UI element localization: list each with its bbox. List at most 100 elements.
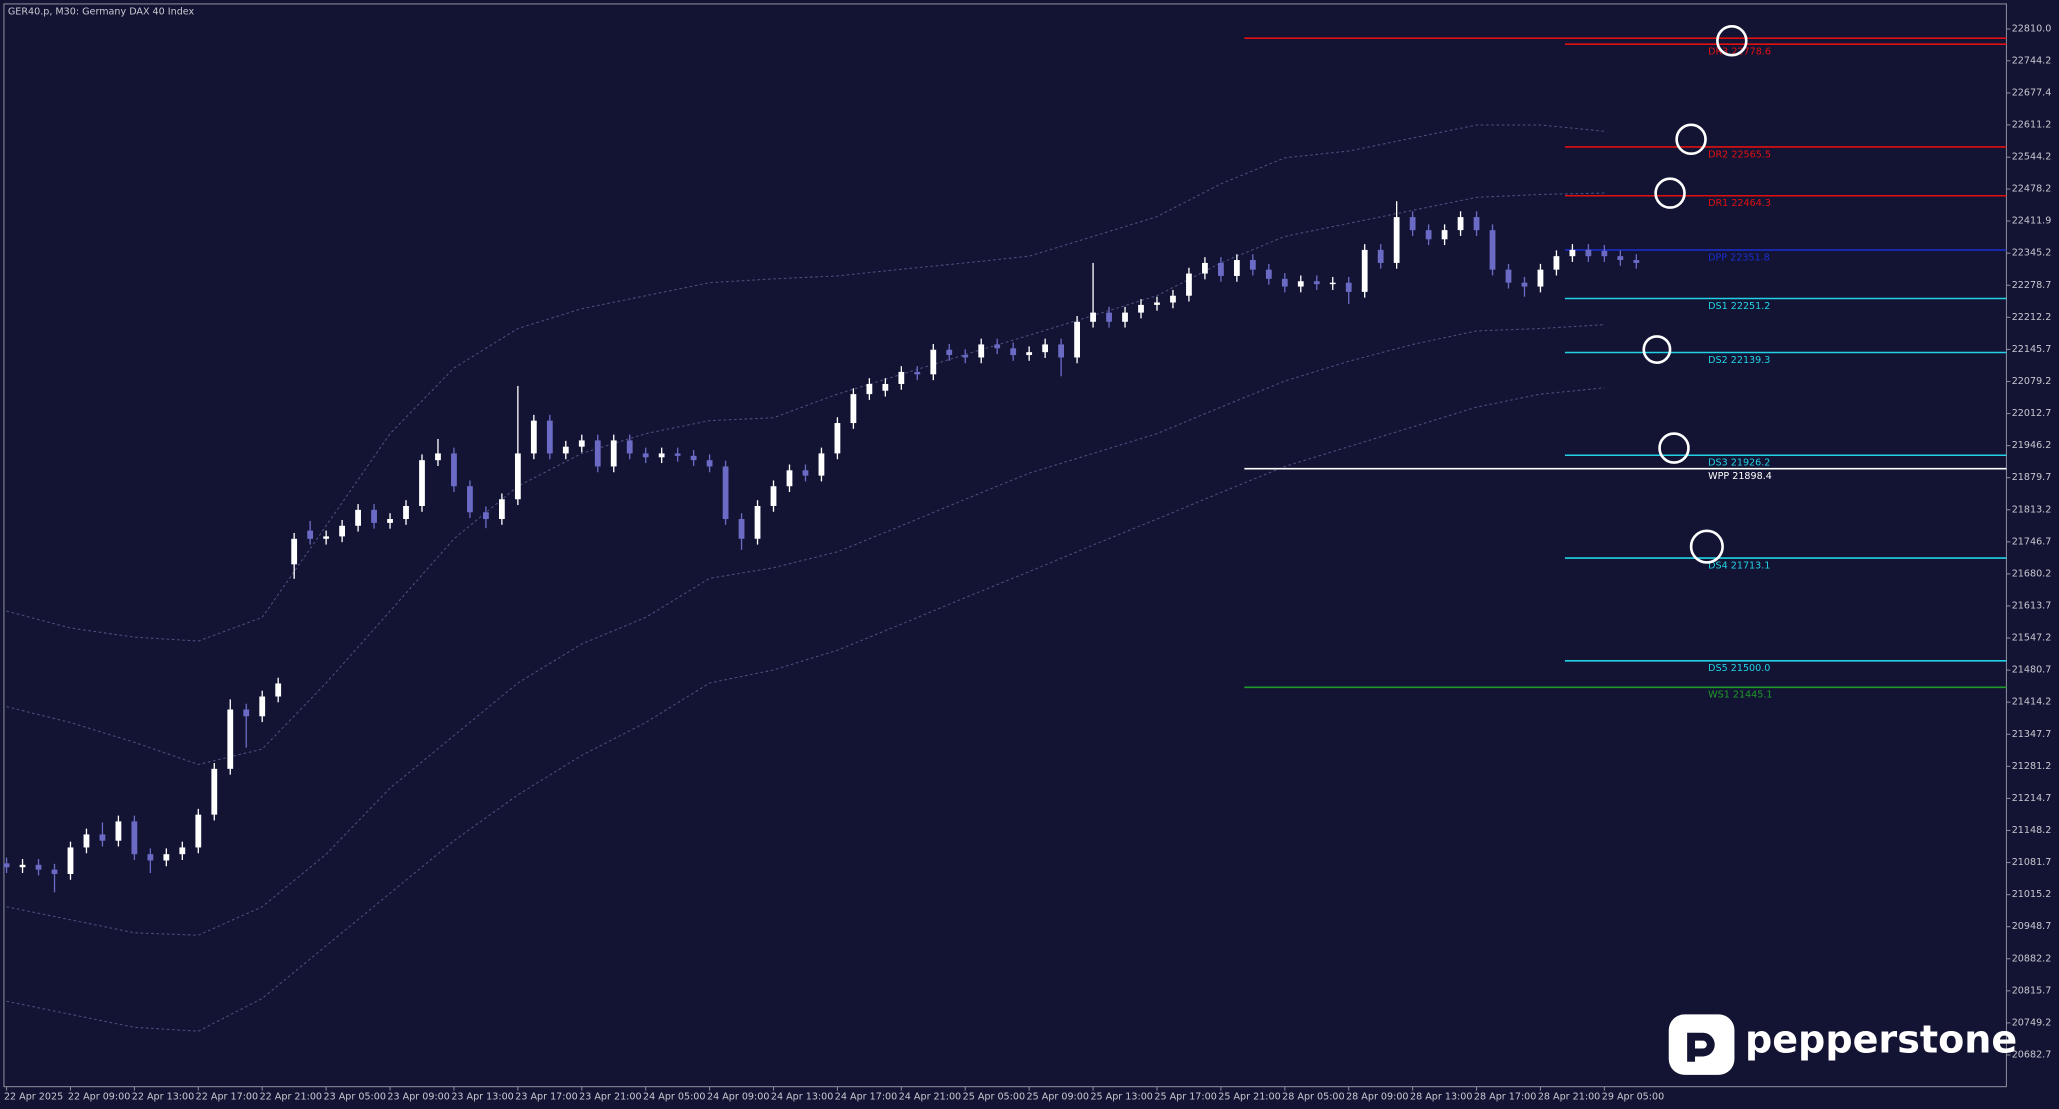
pivot-label: WS1 21445.1: [1708, 690, 1772, 701]
x-tick-label: 28 Apr 09:00: [1346, 1092, 1408, 1103]
candle-body: [1058, 344, 1065, 358]
candle-body: [658, 453, 665, 458]
x-tick-label: 22 Apr 13:00: [132, 1092, 194, 1103]
logo-mark: [1687, 1032, 1715, 1062]
x-tick-label: 24 Apr 09:00: [707, 1092, 769, 1103]
brand-logo: pepperstone: [1668, 1014, 2017, 1075]
candle-body: [1393, 217, 1400, 263]
y-tick-label: 21680.2: [2012, 568, 2052, 579]
candle-body: [642, 453, 649, 458]
y-tick-label: 22079.2: [2012, 376, 2052, 387]
candle-body: [51, 869, 58, 874]
x-tick-label: 22 Apr 2025: [4, 1092, 63, 1103]
candle-body: [115, 821, 122, 841]
candle-body: [1154, 302, 1160, 305]
pivot-label: DR2 22565.5: [1708, 149, 1771, 160]
y-tick-label: 21547.2: [2012, 633, 2052, 644]
candle-body: [227, 709, 234, 769]
candle-body: [1377, 249, 1384, 263]
candle-body: [1553, 256, 1560, 270]
candle-body: [1297, 281, 1304, 287]
candle-body: [1090, 312, 1096, 322]
y-tick-label: 22478.2: [2012, 184, 2052, 195]
pivot-label: DS5 21500.0: [1708, 663, 1770, 674]
candle-body: [1489, 230, 1496, 270]
candle-body: [1281, 278, 1288, 287]
candle-body: [1138, 304, 1144, 313]
x-tick-label: 25 Apr 17:00: [1154, 1092, 1216, 1103]
candle-body: [802, 470, 809, 476]
x-tick-label: 23 Apr 17:00: [515, 1092, 577, 1103]
candle-body: [754, 505, 761, 539]
candle-body: [131, 821, 138, 855]
candle-body: [946, 349, 953, 356]
circle: [1658, 432, 1690, 464]
x-tick-label: 22 Apr 09:00: [68, 1092, 130, 1103]
candle-body: [1457, 217, 1464, 231]
x-tick-label: 25 Apr 21:00: [1218, 1092, 1280, 1103]
candle-body: [435, 453, 441, 461]
candle-body: [930, 349, 937, 375]
y-tick-label: 21946.2: [2012, 440, 2052, 451]
candle-body: [1633, 260, 1640, 263]
candle-body: [546, 420, 553, 454]
x-tick-label: 23 Apr 13:00: [451, 1092, 513, 1103]
y-tick-label: 21746.7: [2012, 536, 2052, 547]
candle-body: [99, 834, 106, 841]
candle-body: [355, 509, 361, 526]
candle-body: [243, 709, 250, 717]
pivot-label: DPP 22351.8: [1708, 252, 1770, 263]
candle-body: [1617, 256, 1624, 261]
candle-body: [419, 460, 425, 506]
pivot-label: DS2 22139.3: [1708, 355, 1770, 366]
candle-body: [67, 847, 74, 874]
x-tick-label: 24 Apr 17:00: [835, 1092, 897, 1103]
x-tick-label: 24 Apr 21:00: [899, 1092, 961, 1103]
candle-body: [1345, 282, 1352, 292]
candle-body: [610, 440, 617, 467]
x-tick-label: 28 Apr 21:00: [1538, 1092, 1600, 1103]
candle-body: [834, 423, 841, 454]
candle-body: [451, 453, 457, 487]
candle-body: [307, 530, 314, 539]
circle: [1716, 24, 1748, 57]
candle-body: [1026, 352, 1033, 356]
candle-body: [562, 446, 569, 454]
candle-body: [387, 519, 393, 523]
x-tick-label: 28 Apr 17:00: [1474, 1092, 1536, 1103]
pivot-label: DR1 22464.3: [1708, 198, 1771, 209]
y-tick-label: 22744.2: [2012, 55, 2052, 66]
y-tick-label: 21879.7: [2012, 472, 2052, 483]
candle-body: [914, 371, 921, 375]
candle-body: [1329, 282, 1336, 285]
y-tick-label: 21015.2: [2012, 889, 2052, 900]
candle-body: [1202, 262, 1208, 274]
candle-body: [259, 696, 266, 717]
circle: [1675, 123, 1707, 156]
candle-body: [1521, 282, 1528, 287]
candle-body: [1074, 321, 1080, 358]
candle-body: [35, 864, 42, 870]
candle-body: [1233, 260, 1240, 276]
candle-body: [1186, 273, 1192, 296]
x-tick-label: 25 Apr 09:00: [1027, 1092, 1089, 1103]
y-tick-label: 21414.2: [2012, 697, 2052, 708]
circle: [1654, 177, 1686, 209]
candle-body: [1218, 262, 1224, 276]
candle-body: [467, 486, 473, 513]
candle-body: [323, 536, 330, 539]
candle-body: [211, 768, 218, 815]
candle-body: [626, 440, 633, 454]
x-tick-label: 25 Apr 05:00: [963, 1092, 1025, 1103]
x-tick-label: 23 Apr 21:00: [579, 1092, 641, 1103]
x-tick-label: 23 Apr 09:00: [387, 1092, 449, 1103]
candle-body: [722, 466, 729, 520]
candle-body: [1569, 249, 1576, 257]
y-tick-label: 20948.7: [2012, 921, 2052, 932]
candle-body: [19, 864, 26, 868]
annotation-circles: [1642, 24, 1748, 564]
plot-frame: [3, 3, 2007, 1088]
y-tick-label: 22212.2: [2012, 312, 2052, 323]
y-tick-label: 22677.4: [2012, 87, 2052, 98]
